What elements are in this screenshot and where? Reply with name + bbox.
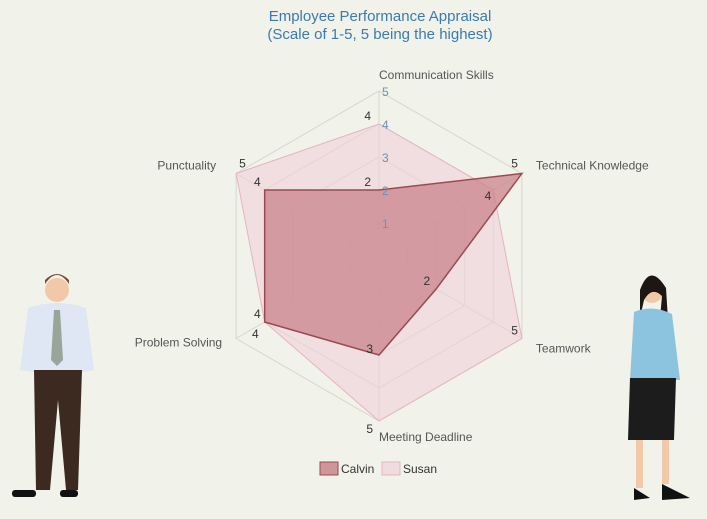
legend-label: Calvin: [341, 462, 374, 476]
axis-label: Teamwork: [536, 342, 592, 356]
data-label-susan: 5: [511, 324, 518, 338]
legend-item-calvin[interactable]: Calvin: [319, 461, 374, 476]
legend-label: Susan: [403, 462, 437, 476]
data-label-calvin: 3: [366, 342, 373, 356]
chart-title: Employee Performance Appraisal: [268, 8, 492, 25]
data-label-calvin: 4: [254, 307, 261, 321]
employee-male-illustration: [12, 274, 94, 497]
scale-tick-label: 5: [382, 85, 389, 99]
axis-label: Problem Solving: [135, 336, 222, 350]
scale-tick-label: 3: [382, 151, 389, 165]
data-label-calvin: 4: [254, 175, 261, 189]
legend-swatch: [381, 461, 401, 476]
chart-subtitle: (Scale of 1-5, 5 being the highest): [267, 26, 493, 43]
data-label-susan: 4: [485, 189, 492, 203]
axis-label: Communication Skills: [379, 68, 494, 82]
axis-label: Meeting Deadline: [379, 430, 473, 444]
data-label-calvin: 5: [511, 157, 518, 171]
scale-tick-label: 4: [382, 118, 389, 132]
data-label-susan: 5: [366, 422, 373, 436]
legend-item-susan[interactable]: Susan: [381, 461, 437, 476]
data-label-calvin: 2: [364, 175, 371, 189]
data-label-susan: 5: [239, 157, 246, 171]
scale-tick-label: 1: [382, 217, 389, 231]
series-area-calvin: [263, 172, 524, 356]
data-label-calvin: 2: [423, 274, 430, 288]
data-label-susan: 4: [364, 109, 371, 123]
axis-label: Technical Knowledge: [536, 159, 649, 173]
scale-tick-label: 2: [382, 184, 389, 198]
employee-female-illustration: [628, 275, 690, 500]
data-label-susan: 4: [252, 327, 259, 341]
axis-label: Punctuality: [157, 159, 216, 173]
legend-swatch: [319, 461, 339, 476]
